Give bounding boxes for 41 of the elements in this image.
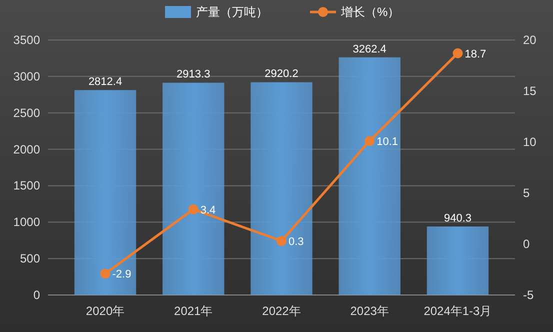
y2-tick-label: 20 [523, 33, 537, 47]
x-tick-label: 2021年 [174, 304, 213, 318]
x-tick-label: 2022年 [262, 304, 301, 318]
data-label: 3.4 [200, 204, 216, 216]
bar [74, 90, 136, 295]
point [452, 48, 463, 58]
bar [338, 57, 400, 295]
x-tick-label: 2023年 [350, 304, 389, 318]
y-tick-label: 0 [33, 288, 40, 302]
y2-tick-label: 15 [523, 84, 537, 98]
data-label: 2812.4 [88, 76, 122, 88]
y-tick-label: 1000 [13, 215, 40, 230]
data-label: 2913.3 [176, 68, 210, 81]
data-label: -2.9 [112, 268, 132, 281]
point [188, 204, 198, 214]
y-tick-label: 500 [20, 252, 40, 266]
y2-tick-label: 10 [523, 135, 537, 149]
y-tick-label: 2000 [13, 142, 40, 156]
y-tick-label: 1500 [13, 178, 40, 193]
y-tick-label: 3500 [13, 33, 40, 47]
x-tick-label: 2020年 [86, 304, 125, 318]
y-tick-label: 3000 [13, 69, 40, 84]
y2-tick-label: 0 [523, 237, 530, 251]
bar [250, 82, 312, 295]
bar [426, 226, 489, 295]
data-label: 940.3 [444, 212, 472, 224]
point [364, 136, 375, 146]
x-tick-label: 2024年1-3月 [424, 304, 492, 318]
y2-tick-label: 5 [523, 186, 530, 200]
point [100, 268, 110, 279]
data-label: 3262.4 [352, 43, 386, 56]
data-label: 10.1 [376, 136, 398, 148]
data-label: 0.3 [288, 236, 304, 248]
legend-label: 产量（万吨） [196, 5, 268, 19]
y-tick-label: 2500 [13, 106, 40, 120]
data-label: 2920.2 [264, 68, 298, 80]
data-label: 18.7 [464, 48, 486, 60]
bar [162, 82, 224, 295]
y2-tick-label: -5 [523, 288, 534, 302]
legend-label: 增长（%） [340, 5, 400, 19]
point [276, 236, 286, 246]
